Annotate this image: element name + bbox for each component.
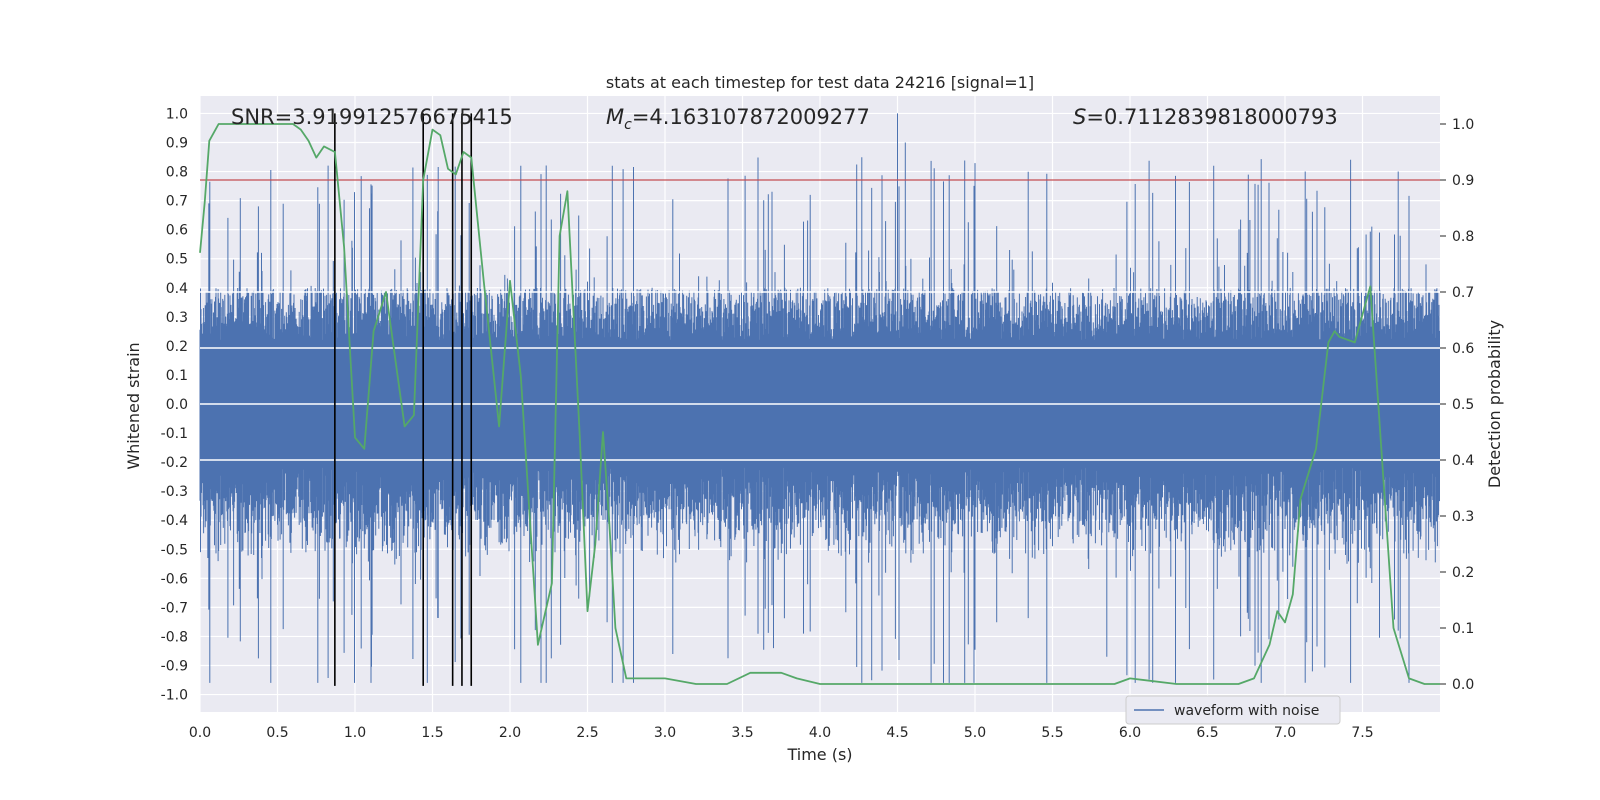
y-tick-label: -1.0 bbox=[161, 688, 188, 704]
chirp-mass-value: =4.163107872009277 bbox=[632, 105, 870, 129]
x-tick-label: 5.0 bbox=[964, 725, 986, 741]
x-tick-label: 7.5 bbox=[1351, 725, 1373, 741]
y-tick-label: -0.3 bbox=[161, 484, 188, 500]
y-right-tick-label: 0.4 bbox=[1452, 453, 1474, 469]
y-tick-label: 0.4 bbox=[166, 281, 188, 297]
x-tick-label: 1.0 bbox=[344, 725, 366, 741]
y-right-tick-label: 0.7 bbox=[1452, 285, 1474, 301]
y-tick-label: -0.6 bbox=[161, 571, 188, 587]
y-right-tick-label: 0.3 bbox=[1452, 509, 1474, 525]
y-tick-label: 0.9 bbox=[166, 135, 188, 151]
y-axis-right-ticks: 1.0 0.9 0.8 0.7 0.6 0.5 0.4 0.3 0.2 0.1 0.0 bbox=[1440, 117, 1474, 693]
event-lines bbox=[334, 113, 473, 686]
grid-overlay bbox=[200, 291, 1440, 461]
waveform-noise-line bbox=[199, 113, 1440, 683]
x-tick-label: 0.0 bbox=[189, 725, 211, 741]
y-tick-label: -0.7 bbox=[161, 600, 188, 616]
y-tick-label: 0.7 bbox=[166, 194, 188, 210]
y-tick-label: 0.6 bbox=[166, 223, 188, 239]
y-right-tick-label: 0.2 bbox=[1452, 565, 1474, 581]
y-right-tick-label: 1.0 bbox=[1452, 117, 1474, 133]
y-tick-label: 0.2 bbox=[166, 339, 188, 355]
y-right-tick-label: 0.9 bbox=[1452, 173, 1474, 189]
chirp-mass-symbol: M bbox=[606, 105, 624, 129]
chirp-mass-annotation: Mc=4.163107872009277 bbox=[606, 105, 870, 133]
y-right-tick-label: 0.5 bbox=[1452, 397, 1474, 413]
x-tick-label: 6.5 bbox=[1196, 725, 1218, 741]
s-symbol: S bbox=[1073, 105, 1086, 129]
legend: waveform with noise bbox=[1125, 695, 1341, 725]
y-tick-label: 0.1 bbox=[166, 368, 188, 384]
y-tick-label: -0.5 bbox=[161, 542, 188, 558]
y-tick-label: 0.3 bbox=[166, 310, 188, 326]
x-tick-label: 4.0 bbox=[809, 725, 831, 741]
y-tick-label: 0.5 bbox=[166, 252, 188, 268]
y-tick-label: -0.1 bbox=[161, 426, 188, 442]
chirp-mass-subscript: c bbox=[624, 117, 632, 133]
x-tick-label: 4.5 bbox=[886, 725, 908, 741]
s-annotation: S=0.7112839818000793 bbox=[1073, 105, 1338, 129]
x-tick-label: 2.5 bbox=[576, 725, 598, 741]
legend-label: waveform with noise bbox=[1174, 703, 1319, 719]
x-axis-ticks: 0.0 0.5 1.0 1.5 2.0 2.5 3.0 3.5 4.0 4.5 5.0 5.5 6.0 6… bbox=[189, 725, 1374, 741]
x-tick-label: 1.5 bbox=[421, 725, 443, 741]
x-tick-label: 5.5 bbox=[1041, 725, 1063, 741]
y-axis-ticks: 1.0 0.9 0.8 0.7 0.6 0.5 0.4 0.3 0.2 0.1 0.0 -0.1 -0.… bbox=[161, 106, 188, 703]
x-axis-label: Time (s) bbox=[786, 745, 852, 764]
y-right-tick-label: 0.6 bbox=[1452, 341, 1474, 357]
x-tick-label: 0.5 bbox=[266, 725, 288, 741]
y-right-tick-label: 0.0 bbox=[1452, 677, 1474, 693]
y-tick-label: 0.8 bbox=[166, 165, 188, 181]
x-tick-label: 7.0 bbox=[1274, 725, 1296, 741]
snr-annotation: SNR=3.919912576675415 bbox=[231, 105, 513, 129]
detection-probability-line bbox=[199, 123, 1440, 685]
y-axis-label: Whitened strain bbox=[124, 342, 143, 469]
x-tick-label: 3.0 bbox=[654, 725, 676, 741]
y-right-tick-label: 0.8 bbox=[1452, 229, 1474, 245]
s-value: =0.7112839818000793 bbox=[1086, 105, 1337, 129]
y-tick-label: 1.0 bbox=[166, 106, 188, 122]
y-tick-label: 0.0 bbox=[166, 397, 188, 413]
y-axis-right-label: Detection probability bbox=[1485, 320, 1504, 488]
legend-box bbox=[1125, 695, 1341, 725]
x-tick-label: 6.0 bbox=[1119, 725, 1141, 741]
chart-title: stats at each timestep for test data 242… bbox=[606, 73, 1034, 92]
y-tick-label: -0.4 bbox=[161, 513, 188, 529]
y-tick-label: -0.8 bbox=[161, 629, 188, 645]
x-tick-label: 3.5 bbox=[731, 725, 753, 741]
y-right-tick-label: 0.1 bbox=[1452, 621, 1474, 637]
y-tick-label: -0.9 bbox=[161, 659, 188, 675]
y-tick-label: -0.2 bbox=[161, 455, 188, 471]
x-tick-label: 2.0 bbox=[499, 725, 521, 741]
